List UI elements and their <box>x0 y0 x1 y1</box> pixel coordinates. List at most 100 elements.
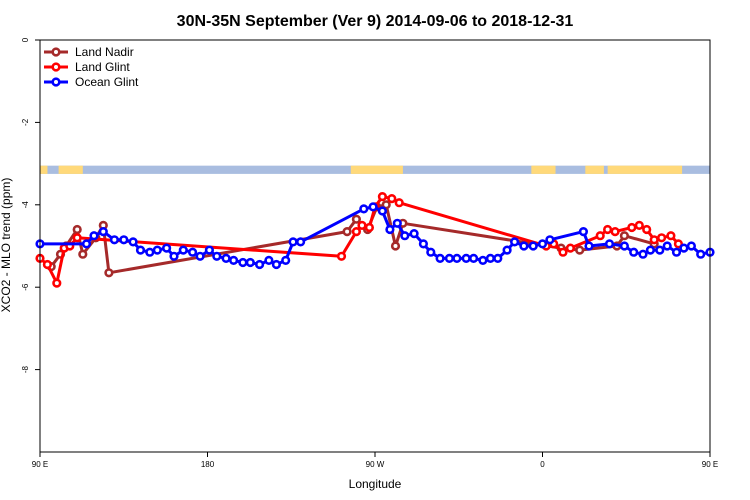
data-point <box>634 220 644 230</box>
data-point <box>602 224 613 235</box>
data-point <box>426 247 436 257</box>
data-point <box>655 245 665 255</box>
data-point <box>109 235 119 245</box>
data-point <box>638 249 648 259</box>
data-point <box>390 241 401 251</box>
data-point <box>595 231 605 241</box>
data-point <box>509 237 520 247</box>
data-point <box>169 251 179 261</box>
data-point <box>394 198 404 208</box>
x-axis-label: Longitude <box>349 477 402 491</box>
data-point <box>204 245 214 255</box>
land-band-segment <box>350 165 403 174</box>
data-point <box>400 231 410 241</box>
y-tick-label: -2 <box>21 118 30 126</box>
chart-title: 30N-35N September (Ver 9) 2014-09-06 to … <box>177 13 574 30</box>
legend-marker <box>51 47 61 57</box>
data-point <box>435 253 445 263</box>
data-point <box>645 245 656 255</box>
data-point <box>478 255 488 266</box>
data-point <box>578 227 589 237</box>
data-point <box>387 194 397 204</box>
data-point <box>696 249 706 259</box>
x-tick-label: 180 <box>201 460 215 469</box>
data-point <box>619 231 630 241</box>
data-point <box>357 220 367 230</box>
series-ocean-glint <box>35 202 715 270</box>
data-point <box>104 268 114 278</box>
data-point <box>519 241 529 251</box>
x-tick-label: 90 W <box>366 460 385 469</box>
surface-band <box>40 165 710 174</box>
data-point <box>264 255 274 266</box>
data-point <box>145 247 155 257</box>
data-point <box>452 253 462 263</box>
data-point <box>671 247 682 257</box>
data-point <box>78 249 88 259</box>
x-tick-label: 90 E <box>32 460 48 469</box>
series-line <box>40 205 711 266</box>
legend-label: Ocean Glint <box>75 75 139 89</box>
data-point <box>604 239 615 249</box>
data-point <box>673 239 684 249</box>
data-point <box>381 200 391 210</box>
data-point <box>72 233 82 243</box>
data-point <box>178 245 188 255</box>
data-point <box>52 278 62 288</box>
land-band-segment <box>585 165 604 174</box>
data-point <box>469 253 479 263</box>
x-tick-label: 90 E <box>702 460 718 469</box>
data-point <box>666 231 676 241</box>
data-point <box>342 227 352 237</box>
data-point <box>502 245 512 255</box>
legend-item: Land Nadir <box>44 45 134 59</box>
land-band-segment <box>40 165 48 174</box>
data-point <box>545 235 555 245</box>
series-land-glint <box>35 192 684 288</box>
data-point <box>629 247 639 257</box>
data-point <box>364 222 375 233</box>
data-point <box>392 218 402 228</box>
data-point <box>221 253 231 263</box>
data-point <box>385 224 395 235</box>
data-point <box>152 245 162 255</box>
land-band-segment <box>58 165 83 174</box>
legend-label: Land Nadir <box>75 45 134 59</box>
data-point <box>89 231 99 241</box>
data-point <box>558 247 568 257</box>
data-point <box>368 202 378 212</box>
y-tick-label: -8 <box>21 365 30 373</box>
data-point <box>255 259 265 270</box>
data-point <box>565 243 576 253</box>
y-tick-label: -4 <box>21 201 30 209</box>
data-point <box>72 224 82 235</box>
data-point <box>162 243 172 253</box>
data-point <box>229 255 239 266</box>
data-point <box>409 229 419 239</box>
data-point <box>351 214 362 224</box>
data-point <box>686 241 697 251</box>
data-point <box>42 259 53 270</box>
data-point <box>537 239 548 249</box>
data-point <box>656 233 667 243</box>
data-point <box>662 241 672 251</box>
data-point <box>135 245 146 255</box>
data-point <box>418 239 429 249</box>
legend-marker <box>51 77 61 87</box>
data-point <box>528 241 538 251</box>
data-point <box>377 192 388 202</box>
data-point <box>649 235 659 245</box>
data-point <box>336 251 347 261</box>
legend-item: Ocean Glint <box>44 75 139 89</box>
data-point <box>642 224 652 235</box>
y-axis-label: XCO2 - MLO trend (ppm) <box>0 178 13 313</box>
data-point <box>575 245 585 255</box>
data-point <box>195 251 205 261</box>
y-tick-label: -6 <box>21 283 30 291</box>
data-point <box>271 259 282 270</box>
x-axis: 90 E 180 90 W 0 90 E <box>32 452 718 469</box>
data-point <box>281 255 291 266</box>
data-point <box>296 237 306 247</box>
